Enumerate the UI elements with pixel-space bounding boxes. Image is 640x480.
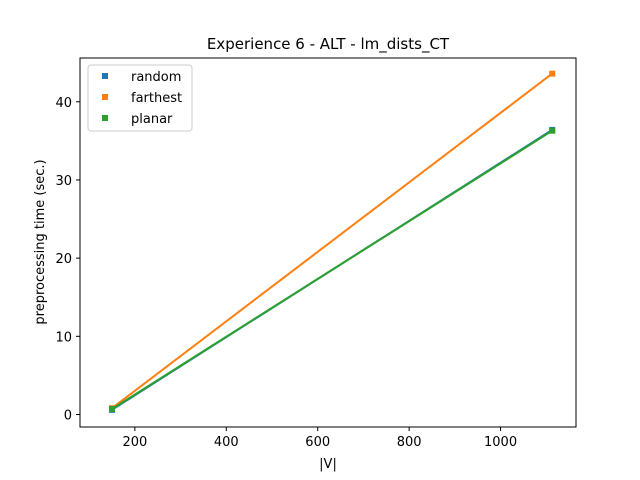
legend-marker-farthest [102,94,108,100]
x-tick-label: 400 [214,435,239,450]
y-tick-label: 20 [55,252,72,267]
legend-box [87,64,193,132]
data-point-planar [549,127,556,134]
series-layer [109,70,556,413]
y-axis-label: preprocessing time (sec.) [33,159,48,324]
plot-frame [79,57,577,428]
x-tick-label: 800 [397,435,422,450]
y-tick-label: 0 [64,408,72,423]
x-tick-label: 600 [305,435,330,450]
legend-label-farthest: farthest [131,91,182,106]
series-line-farthest [111,72,553,409]
data-point-farthest [549,70,556,77]
legend: random farthest planar [87,64,193,132]
data-point-planar [109,406,115,413]
legend-marker-planar [102,115,108,121]
x-axis-label: |V| [319,457,337,472]
series-line-planar [111,129,553,410]
legend-label-random: random [131,70,181,85]
legend-marker-random [102,73,108,79]
y-tick-label: 30 [55,174,72,189]
y-tick-label: 40 [55,96,72,111]
y-tick-label: 10 [55,330,72,345]
plot-area: 200 400 600 800 1000 0 10 20 30 40 [55,57,577,450]
legend-label-planar: planar [131,112,173,127]
x-axis: 200 400 600 800 1000 [122,427,517,450]
chart-title: Experience 6 - ALT - lm_dists_CT [207,35,450,54]
y-axis: 0 10 20 30 40 [55,96,80,423]
x-tick-label: 1000 [484,435,517,450]
x-tick-label: 200 [122,435,147,450]
